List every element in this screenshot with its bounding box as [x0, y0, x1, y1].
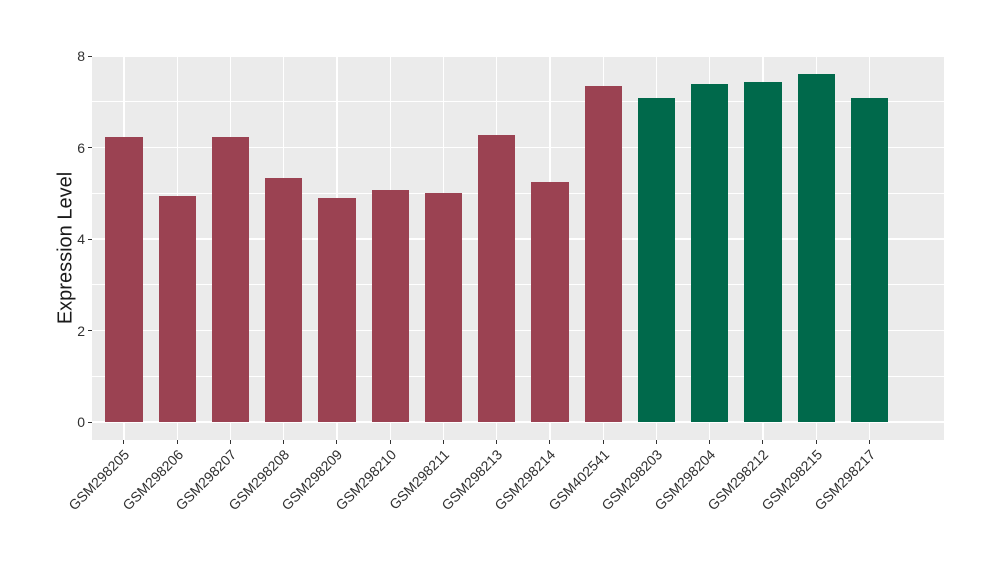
bar-GSM298212 [744, 81, 782, 422]
bar-GSM298205 [105, 136, 143, 422]
bar-GSM298211 [424, 192, 463, 422]
y-tick-mark [88, 421, 92, 423]
bar-GSM402541 [584, 86, 622, 422]
x-tick-mark [229, 440, 231, 444]
x-tick-mark [123, 440, 125, 444]
bar-GSM298214 [531, 181, 569, 422]
x-tick-mark [442, 440, 444, 444]
y-tick-label: 0 [77, 414, 85, 430]
plot-panel [92, 55, 944, 440]
y-axis-title: Expression Level [54, 171, 77, 324]
gridline-major [92, 238, 944, 240]
bar-GSM298206 [158, 195, 196, 422]
bar-GSM298215 [797, 73, 835, 422]
gridline-major [92, 146, 944, 149]
x-tick-mark [336, 440, 338, 444]
y-tick-mark [88, 55, 92, 57]
x-tick-mark [549, 440, 551, 444]
bar-GSM298207 [211, 136, 250, 422]
x-tick-mark [762, 440, 764, 444]
y-tick-mark [88, 238, 92, 240]
bar-GSM298208 [265, 178, 303, 422]
x-tick-mark [283, 440, 285, 444]
gridline-minor [92, 284, 944, 286]
x-tick-mark [815, 440, 817, 444]
bar-GSM298217 [850, 98, 889, 422]
gridline-major [92, 329, 944, 332]
bar-GSM298203 [637, 98, 676, 422]
x-tick-mark [176, 440, 178, 444]
x-tick-mark [389, 440, 391, 444]
gridline-minor [92, 192, 944, 194]
y-tick-label: 4 [77, 231, 85, 247]
x-tick-mark [709, 440, 711, 444]
y-tick-label: 8 [77, 48, 85, 64]
y-tick-label: 6 [77, 139, 85, 156]
x-tick-mark [868, 440, 870, 444]
gridline-major [92, 421, 944, 423]
gridline-major [92, 55, 944, 57]
y-tick-mark [88, 330, 92, 331]
y-tick-mark [88, 147, 92, 148]
gridline-minor [92, 375, 944, 377]
y-tick-label: 2 [77, 322, 85, 339]
gridline-minor [92, 101, 944, 103]
x-tick-mark [655, 440, 657, 444]
bar-GSM298210 [371, 190, 409, 422]
bar-GSM298209 [318, 197, 356, 422]
x-tick-mark [602, 440, 604, 444]
x-tick-mark [496, 440, 498, 444]
bar-GSM298204 [691, 84, 729, 422]
bar-GSM298213 [478, 135, 516, 422]
